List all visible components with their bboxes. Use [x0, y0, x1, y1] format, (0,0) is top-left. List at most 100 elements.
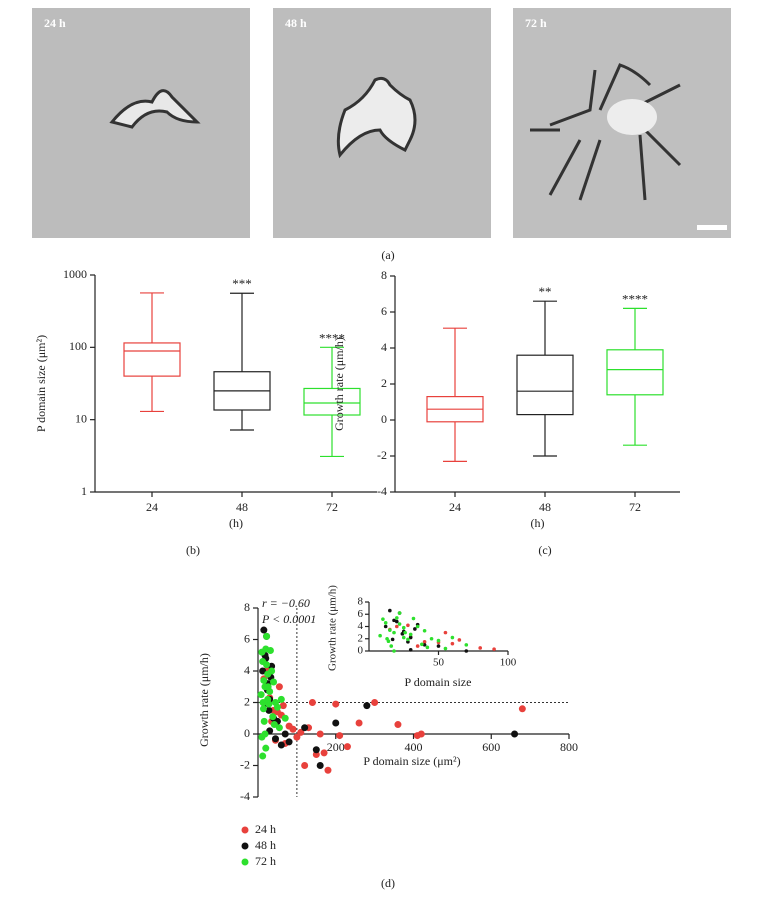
box	[516, 354, 574, 416]
time-label: 72 h	[525, 16, 547, 30]
y-axis-title: Growth rate (μm/h)	[332, 337, 346, 431]
inset-point	[450, 641, 455, 646]
statistic: r = −0.60	[262, 596, 310, 610]
y-tick-label: 8	[244, 600, 250, 614]
inset-point	[425, 645, 430, 650]
inset-point	[411, 616, 416, 621]
point	[518, 705, 526, 713]
point	[394, 721, 402, 729]
point	[259, 705, 267, 713]
significance: ****	[622, 291, 648, 306]
inset-point	[406, 637, 410, 642]
cell	[336, 76, 417, 159]
y-tick-label: 10	[75, 411, 87, 425]
point	[259, 752, 267, 760]
legend-label: 48 h	[255, 838, 276, 852]
inset-point	[390, 637, 395, 642]
box	[303, 387, 361, 416]
inset-point	[400, 632, 405, 636]
x-tick-label: 600	[482, 740, 500, 754]
point	[270, 678, 278, 686]
inset-point	[397, 622, 402, 626]
point	[263, 661, 271, 669]
point	[275, 683, 283, 691]
point	[332, 719, 340, 727]
point	[363, 702, 371, 710]
inset-point	[381, 617, 385, 621]
inset-point	[457, 638, 462, 642]
y-tick-label: 8	[381, 268, 387, 282]
x-tick-label: 48	[236, 500, 248, 514]
point	[270, 721, 278, 729]
inset-point	[408, 647, 413, 652]
point	[261, 730, 269, 738]
y-axis-title: P domain size (μm²)	[34, 335, 48, 432]
inset-point	[464, 643, 469, 647]
y-tick-label: 4	[381, 340, 387, 354]
inset-point	[436, 644, 441, 648]
time-label: 48 h	[285, 16, 307, 30]
point	[265, 706, 273, 714]
inset-point	[401, 625, 406, 630]
inset-point	[408, 635, 413, 640]
y-tick-label: 0	[381, 412, 387, 426]
significance: **	[539, 284, 552, 299]
inset-point	[403, 630, 407, 635]
inset-point	[401, 635, 406, 640]
point	[336, 732, 344, 740]
x-tick-label: 24	[146, 500, 158, 514]
inset-point	[392, 649, 396, 653]
caption: (c)	[538, 543, 551, 557]
box	[123, 342, 181, 377]
point	[260, 676, 268, 684]
inset-point	[422, 643, 427, 647]
inset-point	[443, 630, 448, 635]
point	[324, 766, 332, 774]
point	[316, 762, 324, 769]
legend-label: 72 h	[255, 854, 276, 868]
inset-point	[378, 633, 382, 638]
point	[269, 713, 277, 721]
point	[308, 699, 316, 706]
y-tick-label: -4	[377, 484, 387, 498]
inset-y-tick-label: 0	[358, 645, 364, 657]
y-tick-label: 6	[244, 631, 250, 645]
inset-y-tick-label: 2	[358, 632, 364, 644]
scale-bar	[697, 225, 727, 230]
inset-point	[395, 624, 399, 629]
caption: (b)	[186, 543, 200, 557]
y-axis-title: Growth rate (μm/h)	[197, 653, 211, 747]
point	[281, 730, 289, 738]
inset-point	[415, 644, 420, 648]
point	[260, 717, 268, 725]
inset-point	[395, 616, 399, 620]
significance: ***	[232, 276, 252, 291]
y-tick-label: -4	[240, 789, 250, 803]
inset-point	[389, 644, 394, 648]
legend-marker	[241, 826, 249, 834]
inset-point	[450, 635, 455, 640]
y-tick-label: -2	[240, 757, 250, 771]
y-tick-label: 1	[81, 484, 87, 498]
point	[263, 632, 271, 640]
point	[281, 714, 289, 722]
point	[285, 722, 293, 730]
point	[293, 733, 301, 741]
point	[266, 647, 274, 655]
point	[343, 743, 351, 751]
inset-point	[385, 636, 389, 641]
point	[271, 735, 279, 743]
inset-point	[388, 628, 392, 632]
point	[301, 724, 309, 732]
point	[273, 703, 281, 711]
point	[355, 719, 363, 727]
significance: ****	[319, 330, 345, 345]
y-tick-label: 100	[69, 339, 87, 353]
point	[297, 728, 305, 736]
point	[371, 699, 379, 706]
point	[285, 738, 293, 746]
inset-x-tick-label: 100	[500, 657, 517, 669]
point	[264, 683, 272, 691]
